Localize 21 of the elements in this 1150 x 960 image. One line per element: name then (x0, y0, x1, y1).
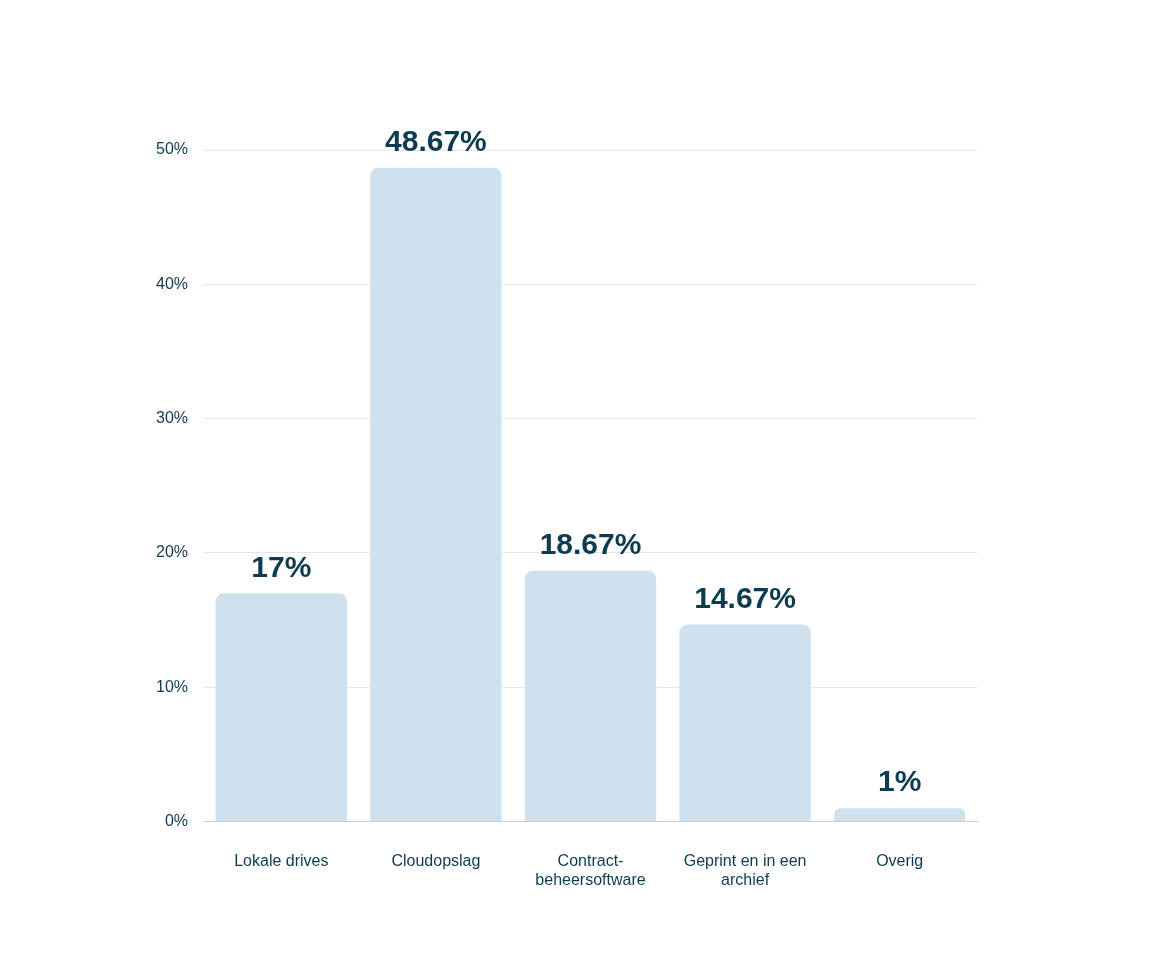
x-tick-label: Geprint en in een archief (683, 851, 807, 888)
data-label: 17% (251, 549, 312, 583)
x-tick-label: Overig (876, 851, 924, 869)
bar (834, 808, 966, 822)
y-tick-label: 30% (155, 409, 189, 427)
x-tick-label: Cloudopslag (391, 851, 481, 869)
data-label: 14.67% (694, 580, 796, 614)
bar (370, 167, 502, 822)
data-label: 18.67% (539, 527, 642, 561)
bar (215, 593, 348, 822)
y-tick-label: 0% (164, 812, 189, 830)
y-tick-label: 50% (155, 140, 189, 158)
y-tick-label: 40% (155, 274, 189, 292)
data-label: 48.67% (385, 124, 487, 158)
x-tick-label: Lokale drives (234, 851, 329, 869)
y-tick-label: 20% (155, 543, 189, 561)
x-tick-label: Contract-beheersoftware (535, 851, 646, 888)
bar (524, 570, 657, 822)
data-label: 1% (878, 764, 922, 798)
y-tick-label: 10% (155, 677, 189, 695)
bar (679, 624, 811, 822)
